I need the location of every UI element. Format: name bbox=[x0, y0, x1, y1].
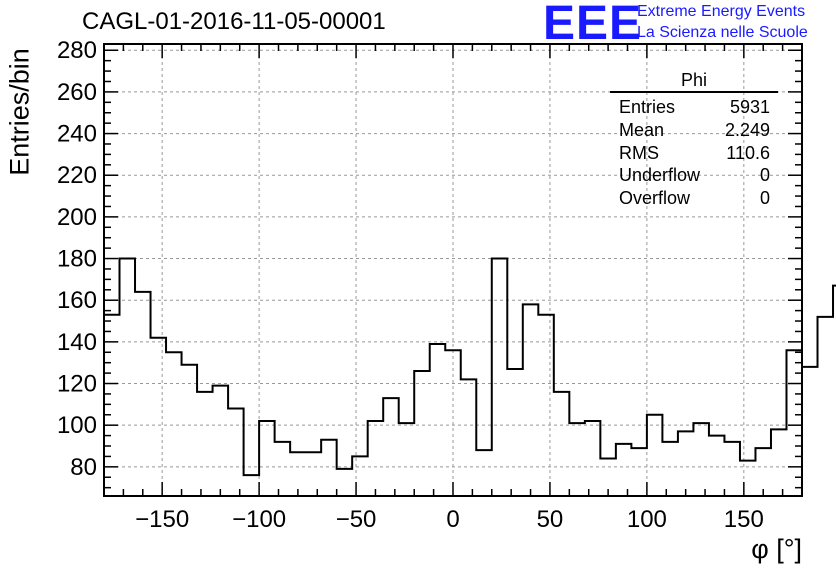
x-tick-label: 50 bbox=[537, 506, 564, 533]
x-tick-label: 150 bbox=[724, 506, 764, 533]
histogram-bin bbox=[662, 442, 678, 496]
stats-row-rms: RMS 110.6 bbox=[610, 142, 778, 165]
stats-box: Phi Entries 5931 Mean 2.249 RMS 110.6 Un… bbox=[610, 70, 778, 210]
y-tick-label: 200 bbox=[57, 204, 97, 231]
x-tick-label: −150 bbox=[135, 506, 189, 533]
eee-logo: EEE bbox=[543, 0, 643, 50]
histogram-bin bbox=[430, 344, 446, 496]
histogram-bin bbox=[786, 350, 802, 496]
histogram-bin bbox=[151, 338, 167, 496]
histogram-bin bbox=[197, 392, 213, 496]
y-tick-label: 160 bbox=[57, 287, 97, 314]
stats-label: Underflow bbox=[619, 165, 701, 186]
histogram-bin bbox=[569, 423, 585, 496]
histogram-bin bbox=[259, 421, 275, 496]
y-tick-label: 220 bbox=[57, 162, 97, 189]
stats-row-entries: Entries 5931 bbox=[610, 96, 778, 119]
histogram-bin bbox=[740, 461, 756, 496]
histogram-outline bbox=[104, 257, 836, 477]
histogram-bin bbox=[600, 459, 616, 496]
y-tick-label: 140 bbox=[57, 329, 97, 356]
stats-value: 0 bbox=[759, 165, 770, 186]
histogram-bin bbox=[647, 415, 663, 496]
y-tick-label: 80 bbox=[70, 454, 97, 481]
stats-value: 110.6 bbox=[726, 142, 770, 163]
histogram-bin bbox=[445, 350, 461, 496]
y-tick-label: 240 bbox=[57, 121, 97, 148]
plot-frame bbox=[103, 43, 803, 497]
stats-row-mean: Mean 2.249 bbox=[610, 119, 778, 142]
histogram-bin bbox=[461, 379, 477, 496]
histogram-bin bbox=[166, 352, 182, 496]
histogram-bin bbox=[306, 452, 322, 496]
histogram-bin bbox=[213, 386, 229, 496]
stats-value: 0 bbox=[759, 188, 770, 209]
histogram-bin bbox=[631, 448, 647, 496]
x-axis-label: φ [°] bbox=[751, 534, 802, 564]
histogram-bin bbox=[492, 259, 508, 496]
histogram-bin bbox=[709, 436, 725, 496]
histogram-bin bbox=[182, 365, 198, 496]
x-tick-label: 100 bbox=[627, 506, 667, 533]
histogram-bin bbox=[724, 442, 740, 496]
x-tick-label: 0 bbox=[446, 506, 459, 533]
histogram-bin bbox=[352, 456, 368, 496]
y-tick-label: 120 bbox=[57, 371, 97, 398]
stats-label: Entries bbox=[619, 97, 676, 117]
histogram-bin bbox=[616, 444, 632, 496]
histogram-bin bbox=[290, 452, 306, 496]
stats-row-underflow: Underflow 0 bbox=[610, 164, 778, 187]
stats-label: RMS bbox=[619, 142, 659, 163]
stats-label: Mean bbox=[619, 119, 665, 140]
histogram-bin bbox=[585, 421, 601, 496]
stats-value: 5931 bbox=[729, 97, 770, 117]
histogram-bin bbox=[755, 448, 771, 496]
histogram-bin bbox=[337, 469, 353, 496]
histogram-bin bbox=[507, 369, 523, 496]
histogram-bin bbox=[678, 431, 694, 496]
stats-label: Overflow bbox=[619, 188, 691, 209]
histogram-bin bbox=[554, 392, 570, 496]
histogram-bin bbox=[414, 371, 430, 496]
histogram-bin bbox=[523, 304, 539, 496]
histogram-bin bbox=[368, 421, 384, 496]
histogram-bin bbox=[476, 450, 492, 496]
y-tick-label: 260 bbox=[57, 79, 97, 106]
histogram-bin bbox=[120, 259, 136, 496]
histogram-bin bbox=[818, 317, 834, 496]
histogram-bin bbox=[135, 292, 151, 496]
histogram-bin bbox=[228, 409, 244, 496]
histogram-bin bbox=[275, 442, 291, 496]
chart-title: CAGL-01-2016-11-05-00001 bbox=[82, 8, 386, 35]
histogram-bin bbox=[693, 423, 709, 496]
stats-title: Phi bbox=[610, 70, 778, 93]
y-tick-label: 280 bbox=[57, 37, 97, 64]
histogram-bin bbox=[244, 475, 260, 496]
stats-value: 2.249 bbox=[724, 119, 770, 140]
histogram-bin bbox=[104, 315, 120, 496]
x-tick-label: −50 bbox=[336, 506, 377, 533]
x-tick-label: −100 bbox=[232, 506, 286, 533]
y-tick-label: 100 bbox=[57, 412, 97, 439]
histogram-bin bbox=[383, 398, 399, 496]
logo-line-1: Extreme Energy Events bbox=[637, 3, 806, 20]
histogram-bin bbox=[771, 429, 787, 496]
y-tick-label: 180 bbox=[57, 246, 97, 273]
histogram-bin bbox=[802, 367, 818, 496]
histogram-bin bbox=[321, 440, 337, 496]
stats-row-overflow: Overflow 0 bbox=[610, 187, 778, 210]
histogram-bin bbox=[538, 315, 554, 496]
histogram-bin bbox=[399, 423, 415, 496]
logo-line-2: La Scienza nelle Scuole bbox=[637, 24, 808, 41]
